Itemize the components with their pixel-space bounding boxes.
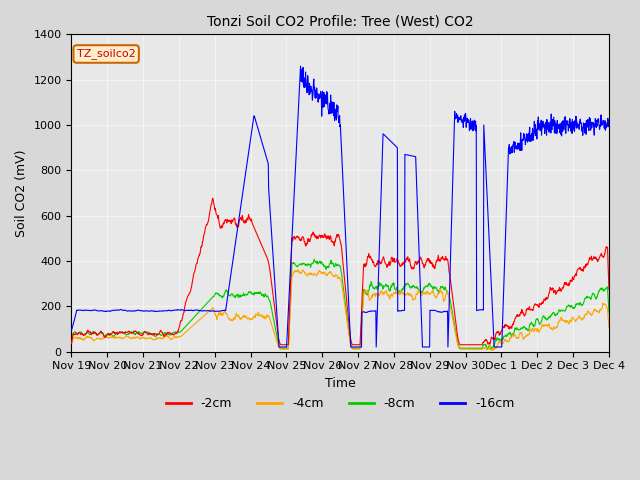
Legend: -2cm, -4cm, -8cm, -16cm: -2cm, -4cm, -8cm, -16cm xyxy=(161,392,520,415)
Y-axis label: Soil CO2 (mV): Soil CO2 (mV) xyxy=(15,149,28,237)
Text: TZ_soilco2: TZ_soilco2 xyxy=(77,48,136,60)
Title: Tonzi Soil CO2 Profile: Tree (West) CO2: Tonzi Soil CO2 Profile: Tree (West) CO2 xyxy=(207,15,474,29)
X-axis label: Time: Time xyxy=(324,377,356,390)
